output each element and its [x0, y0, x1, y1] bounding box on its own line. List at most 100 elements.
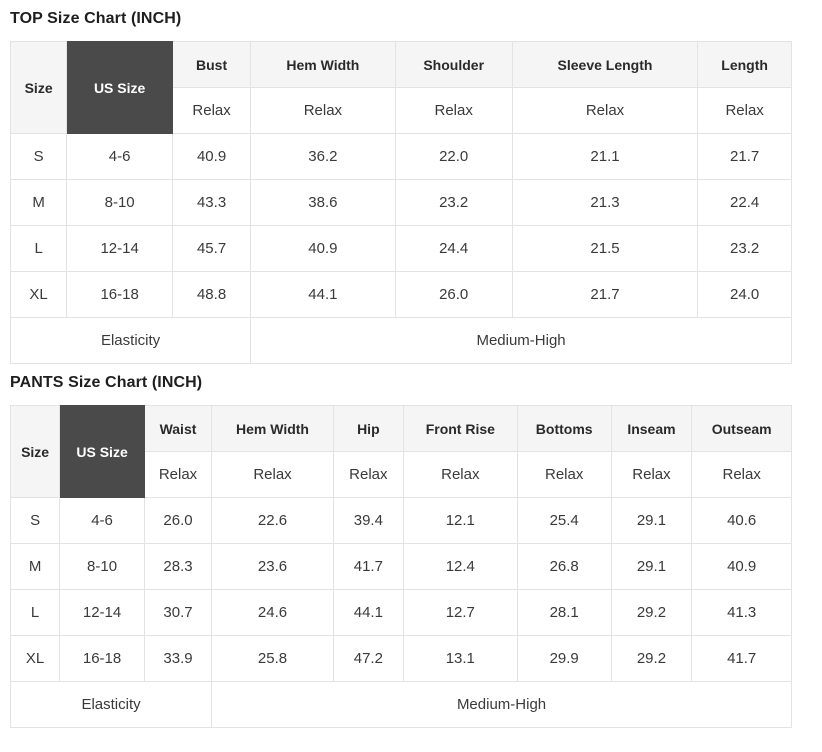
measurement-value-cell: 26.8: [516, 543, 612, 590]
us-size-cell: 16-18: [66, 271, 174, 318]
measurement-value-cell: 28.3: [143, 543, 213, 590]
relax-subheader-row: Relax Relax Relax Relax Relax Relax Relax: [11, 451, 792, 498]
measurement-value-cell: 29.2: [610, 589, 693, 636]
pants-chart-title: PANTS Size Chart (INCH): [10, 374, 203, 391]
pants-size-chart-section: PANTS Size Chart (INCH) Size US Size Waist…: [9, 374, 792, 728]
table-row: XL 16-18 48.8 44.1 26.0 21.7 24.0: [9, 271, 792, 318]
elasticity-row: Elasticity Medium-High: [9, 681, 792, 728]
measurement-value-cell: 22.0: [394, 133, 513, 180]
measurement-value-cell: 26.0: [143, 497, 213, 544]
relax-subheader-cell: Relax: [516, 451, 612, 498]
us-size-cell: 4-6: [59, 497, 145, 544]
measurement-value-cell: 22.6: [211, 497, 334, 544]
measurement-value-cell: 40.9: [250, 225, 396, 272]
measurement-value-cell: 12.4: [402, 543, 518, 590]
measure-column-header: Hem Width: [250, 41, 396, 88]
measurement-value-cell: 25.4: [516, 497, 612, 544]
measure-column-header: Outseam: [691, 405, 792, 452]
relax-subheader-cell: Relax: [511, 87, 699, 134]
measurement-value-cell: 24.6: [211, 589, 334, 636]
measurement-value-cell: 41.7: [332, 543, 404, 590]
table-row: S 4-6 26.0 22.6 39.4 12.1 25.4 29.1 40.6: [9, 497, 792, 544]
relax-subheader-cell: Relax: [691, 451, 792, 498]
measurement-value-cell: 12.7: [402, 589, 518, 636]
top-size-chart-table: Size US Size Bust Hem Width Shoulder Sleeve L…: [9, 41, 792, 364]
measurement-value-cell: 25.8: [211, 635, 334, 682]
measurement-value-cell: 29.1: [610, 543, 693, 590]
measurement-value-cell: 36.2: [250, 133, 396, 180]
measure-column-header: Waist: [143, 405, 213, 452]
us-size-cell: 4-6: [66, 133, 174, 180]
header-row: Size US Size Waist Hem Width Hip Front Rise Bo…: [9, 405, 792, 498]
measurement-value-cell: 33.9: [143, 635, 213, 682]
measure-column-header: Sleeve Length: [511, 41, 699, 88]
us-size-cell: 12-14: [59, 589, 145, 636]
measurement-value-cell: 21.1: [511, 133, 699, 180]
relax-subheader-cell: Relax: [402, 451, 518, 498]
us-size-column-header: US Size: [66, 41, 174, 134]
table-row: M 8-10 28.3 23.6 41.7 12.4 26.8 29.1 40.9: [9, 543, 792, 590]
measurement-value-cell: 24.4: [394, 225, 513, 272]
table-row: L 12-14 30.7 24.6 44.1 12.7 28.1 29.2 41.3: [9, 589, 792, 636]
measurement-value-cell: 23.6: [211, 543, 334, 590]
size-cell: L: [9, 589, 61, 636]
measurement-value-cell: 22.4: [697, 179, 792, 226]
measurement-value-cell: 23.2: [394, 179, 513, 226]
measurement-value-cell: 21.7: [511, 271, 699, 318]
measure-column-header: Length: [697, 41, 792, 88]
size-cell: XL: [9, 271, 68, 318]
size-cell: S: [9, 133, 68, 180]
size-cell: XL: [9, 635, 61, 682]
size-cell: L: [9, 225, 68, 272]
relax-subheader-cell: Relax: [332, 451, 404, 498]
elasticity-row: Elasticity Medium-High: [9, 317, 792, 364]
relax-subheader-cell: Relax: [211, 451, 334, 498]
relax-subheader-cell: Relax: [250, 87, 396, 134]
elasticity-value: Medium-High: [250, 317, 792, 364]
measurement-value-cell: 26.0: [394, 271, 513, 318]
relax-subheader-cell: Relax: [697, 87, 792, 134]
top-chart-title: TOP Size Chart (INCH): [10, 10, 182, 27]
measurement-value-cell: 47.2: [332, 635, 404, 682]
table-row: S 4-6 40.9 36.2 22.0 21.1 21.7: [9, 133, 792, 180]
elasticity-label: Elasticity: [9, 681, 213, 728]
us-size-cell: 8-10: [59, 543, 145, 590]
relax-subheader-cell: Relax: [394, 87, 513, 134]
measure-column-header: Hip: [332, 405, 404, 452]
size-column-header: Size: [9, 41, 68, 134]
measure-column-header: Front Rise: [402, 405, 518, 452]
measure-column-header: Hem Width: [211, 405, 334, 452]
measurement-value-cell: 40.9: [691, 543, 792, 590]
measurement-value-cell: 28.1: [516, 589, 612, 636]
elasticity-value: Medium-High: [211, 681, 792, 728]
table-row: L 12-14 45.7 40.9 24.4 21.5 23.2: [9, 225, 792, 272]
measurement-value-cell: 30.7: [143, 589, 213, 636]
us-size-column-header: US Size: [59, 405, 145, 498]
us-size-cell: 12-14: [66, 225, 174, 272]
measure-column-header: Bust: [172, 41, 252, 88]
table-row: M 8-10 43.3 38.6 23.2 21.3 22.4: [9, 179, 792, 226]
measure-column-header: Shoulder: [394, 41, 513, 88]
measurement-value-cell: 24.0: [697, 271, 792, 318]
measurement-value-cell: 29.1: [610, 497, 693, 544]
top-size-chart-section: TOP Size Chart (INCH) Size US Size Bust Hem…: [9, 10, 792, 364]
measurement-value-cell: 40.6: [691, 497, 792, 544]
measurement-value-cell: 45.7: [172, 225, 252, 272]
measure-column-header: Inseam: [610, 405, 693, 452]
pants-size-chart-table: Size US Size Waist Hem Width Hip Front Rise Bo…: [9, 405, 792, 728]
table-row: XL 16-18 33.9 25.8 47.2 13.1 29.9 29.2 41.7: [9, 635, 792, 682]
measurement-value-cell: 41.3: [691, 589, 792, 636]
measurement-value-cell: 21.7: [697, 133, 792, 180]
measurement-value-cell: 21.5: [511, 225, 699, 272]
measurement-value-cell: 13.1: [402, 635, 518, 682]
size-cell: S: [9, 497, 61, 544]
elasticity-label: Elasticity: [9, 317, 252, 364]
relax-subheader-cell: Relax: [172, 87, 252, 134]
relax-subheader-row: Relax Relax Relax Relax Relax: [11, 87, 792, 134]
relax-subheader-cell: Relax: [610, 451, 693, 498]
us-size-cell: 16-18: [59, 635, 145, 682]
measurement-value-cell: 39.4: [332, 497, 404, 544]
header-row: Size US Size Bust Hem Width Shoulder Sleeve L…: [9, 41, 792, 134]
measurement-value-cell: 44.1: [332, 589, 404, 636]
